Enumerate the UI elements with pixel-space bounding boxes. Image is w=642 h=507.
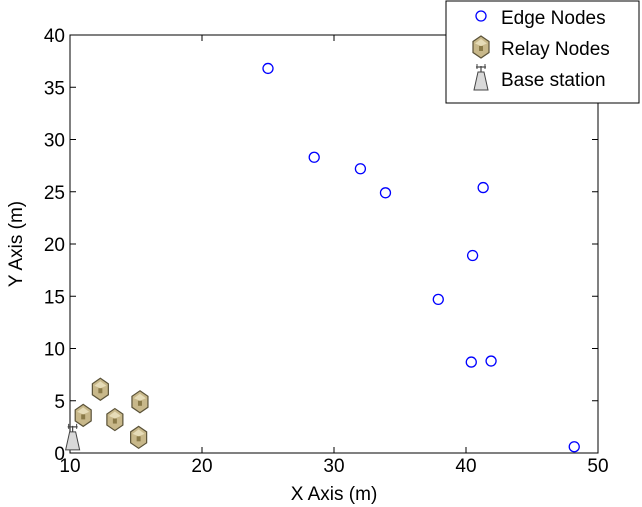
data-point — [568, 441, 580, 453]
legend-label: Edge Nodes — [501, 8, 606, 29]
data-point — [74, 403, 92, 428]
x-tick-label: 30 — [323, 456, 344, 477]
data-point — [262, 62, 274, 75]
legend-marker — [473, 64, 489, 91]
x-tick-label: 20 — [191, 456, 212, 477]
y-tick-label: 35 — [44, 78, 65, 99]
legend: Edge Nodes Relay Nodes Base station — [445, 0, 640, 104]
x-axis-label: X Axis (m) — [291, 484, 378, 505]
legend-label: Relay Nodes — [501, 39, 610, 60]
data-point — [308, 151, 320, 163]
data-point — [466, 249, 479, 262]
legend-marker — [475, 10, 487, 22]
y-tick-label: 15 — [44, 287, 65, 308]
y-tick-label: 40 — [44, 26, 65, 47]
data-point — [379, 187, 392, 199]
data-point — [477, 181, 489, 194]
y-tick-label: 10 — [44, 340, 65, 361]
data-point — [106, 407, 124, 432]
x-tick-label: 50 — [587, 456, 608, 477]
data-point — [131, 390, 149, 414]
axis-ticks: 10 20 30 40 50 0 5 10 15 20 25 30 35 40 — [44, 26, 609, 477]
y-tick-label: 5 — [54, 392, 65, 413]
legend-marker — [472, 35, 490, 59]
data-point — [432, 293, 444, 306]
y-tick-label: 30 — [44, 131, 65, 152]
data-points — [65, 62, 580, 453]
x-tick-label: 10 — [59, 456, 80, 477]
y-tick-label: 25 — [44, 183, 65, 204]
y-axis-label: Y Axis (m) — [6, 201, 27, 287]
data-point — [91, 377, 109, 401]
x-tick-label: 40 — [455, 456, 476, 477]
data-point — [130, 425, 148, 450]
data-point — [65, 423, 81, 451]
y-tick-label: 0 — [54, 444, 65, 465]
data-point — [465, 356, 477, 368]
legend-label: Base station — [501, 70, 606, 91]
data-point — [485, 355, 497, 367]
data-point — [354, 163, 367, 175]
y-tick-label: 20 — [44, 235, 65, 256]
plot-area — [69, 34, 599, 454]
